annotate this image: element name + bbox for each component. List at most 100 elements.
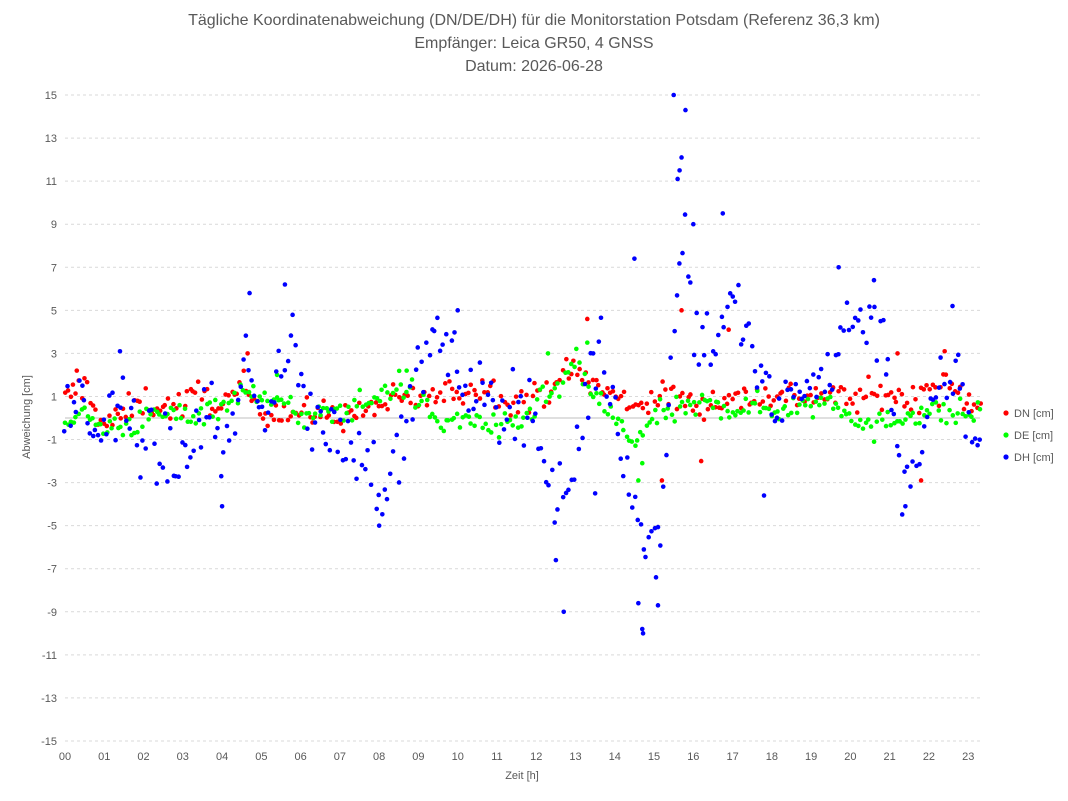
data-point bbox=[472, 387, 477, 393]
data-point bbox=[638, 400, 644, 406]
data-point bbox=[602, 409, 607, 414]
data-point bbox=[352, 397, 357, 403]
data-point bbox=[229, 398, 234, 404]
data-point bbox=[230, 411, 235, 416]
data-point bbox=[282, 367, 288, 373]
data-point bbox=[822, 389, 828, 395]
data-point bbox=[852, 315, 858, 321]
data-point bbox=[518, 393, 524, 399]
data-point bbox=[888, 422, 894, 428]
data-point bbox=[640, 405, 646, 411]
data-point bbox=[621, 389, 627, 395]
data-point bbox=[555, 381, 560, 386]
data-point bbox=[456, 385, 462, 390]
data-point bbox=[457, 396, 462, 401]
data-point bbox=[421, 389, 426, 395]
data-point bbox=[334, 406, 340, 411]
y-tick-label: -11 bbox=[42, 650, 57, 662]
data-point bbox=[454, 389, 460, 395]
data-point bbox=[527, 377, 532, 383]
data-point bbox=[677, 404, 683, 409]
data-point bbox=[62, 420, 68, 426]
data-point bbox=[490, 397, 496, 403]
data-point bbox=[878, 383, 883, 389]
data-point bbox=[629, 439, 635, 444]
data-point bbox=[730, 396, 735, 402]
x-tick-label: 14 bbox=[609, 751, 621, 763]
data-point bbox=[468, 367, 474, 373]
data-point bbox=[473, 398, 479, 404]
data-point bbox=[674, 406, 680, 412]
data-point bbox=[70, 382, 76, 387]
data-point bbox=[85, 414, 91, 419]
data-point bbox=[634, 438, 640, 443]
data-point bbox=[98, 421, 103, 427]
data-point bbox=[84, 379, 90, 385]
data-point bbox=[885, 409, 890, 415]
data-point bbox=[913, 421, 918, 426]
data-point bbox=[376, 523, 382, 528]
data-point bbox=[124, 418, 129, 423]
data-point bbox=[671, 92, 676, 98]
data-point bbox=[560, 494, 566, 500]
data-point bbox=[663, 387, 668, 392]
data-point bbox=[431, 328, 437, 334]
data-point bbox=[902, 404, 907, 409]
data-point bbox=[788, 410, 794, 416]
data-point bbox=[677, 394, 683, 399]
x-tick-label: 15 bbox=[648, 751, 660, 763]
data-point bbox=[271, 400, 277, 405]
data-point bbox=[463, 383, 468, 389]
data-point bbox=[565, 370, 571, 375]
data-point bbox=[312, 411, 318, 416]
data-point bbox=[441, 428, 447, 434]
x-tick-label: 20 bbox=[844, 751, 856, 763]
data-point bbox=[977, 437, 983, 442]
data-point bbox=[530, 418, 536, 424]
data-point bbox=[107, 393, 112, 398]
data-point bbox=[434, 395, 440, 400]
data-point bbox=[338, 421, 344, 426]
data-point bbox=[530, 393, 536, 399]
data-point bbox=[614, 421, 619, 427]
data-point bbox=[879, 407, 885, 413]
data-point bbox=[246, 389, 252, 395]
data-point bbox=[273, 369, 279, 374]
data-point bbox=[944, 395, 950, 401]
data-point bbox=[224, 408, 230, 413]
data-point bbox=[924, 414, 930, 420]
data-point bbox=[874, 393, 880, 399]
data-point bbox=[65, 383, 70, 389]
data-point bbox=[668, 355, 673, 360]
data-point bbox=[344, 410, 349, 416]
data-point bbox=[838, 384, 844, 390]
data-point bbox=[691, 352, 697, 358]
data-point bbox=[679, 399, 685, 405]
data-point bbox=[874, 419, 880, 424]
data-point bbox=[640, 631, 646, 636]
data-point bbox=[477, 414, 482, 420]
data-point bbox=[896, 452, 902, 458]
data-point bbox=[255, 398, 260, 404]
data-point bbox=[699, 392, 705, 398]
data-point bbox=[938, 355, 943, 360]
data-point bbox=[127, 426, 133, 431]
data-point bbox=[140, 424, 145, 430]
data-point bbox=[713, 351, 718, 357]
data-point bbox=[369, 400, 374, 406]
data-point bbox=[625, 455, 630, 460]
data-point bbox=[511, 400, 516, 406]
data-point bbox=[963, 413, 968, 419]
data-point bbox=[618, 393, 624, 399]
data-point bbox=[857, 387, 863, 393]
data-point bbox=[653, 575, 659, 580]
data-point bbox=[416, 402, 422, 408]
data-point bbox=[867, 304, 872, 309]
data-point bbox=[162, 411, 168, 416]
data-point bbox=[485, 392, 491, 398]
data-point bbox=[902, 469, 907, 474]
data-point bbox=[251, 383, 256, 389]
data-point bbox=[221, 399, 226, 405]
data-point bbox=[410, 417, 415, 422]
data-point bbox=[964, 401, 970, 406]
